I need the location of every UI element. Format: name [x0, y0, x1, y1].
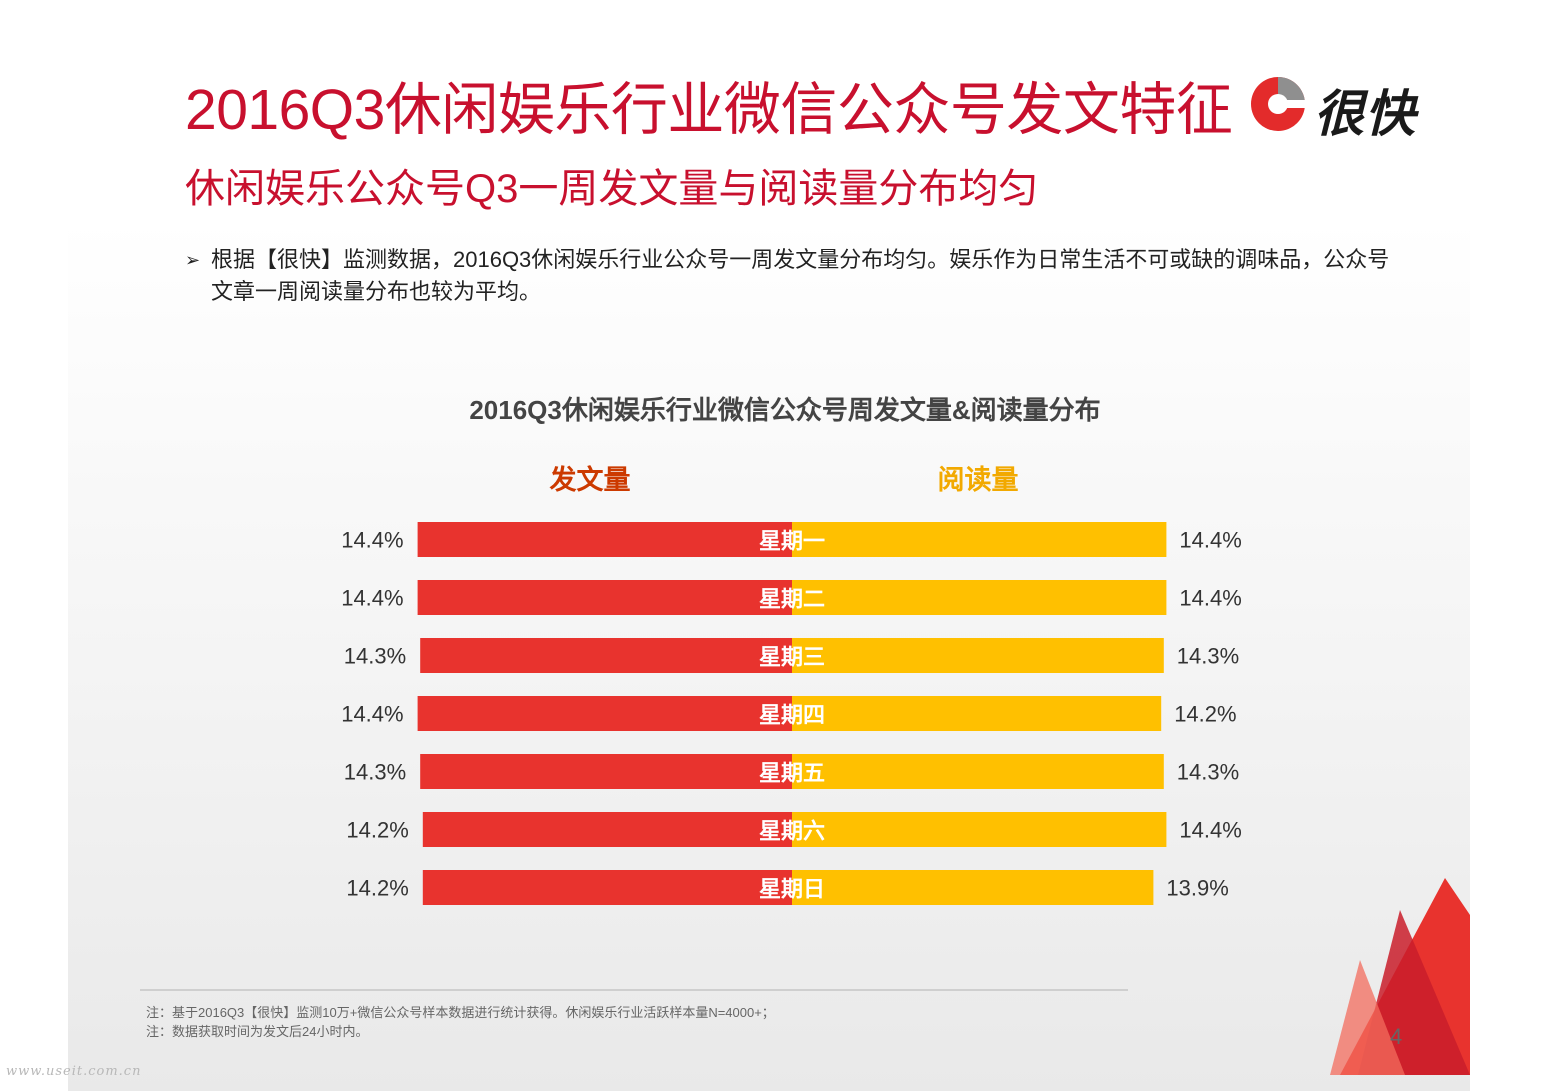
value-label-posts: 14.2%: [346, 876, 408, 901]
chart-title: 2016Q3休闲娱乐行业微信公众号周发文量&阅读量分布: [469, 395, 1101, 425]
bar-reads: [792, 580, 1167, 615]
bar-reads: [792, 870, 1154, 905]
value-label-posts: 14.3%: [344, 760, 406, 785]
bar-reads: [792, 638, 1164, 673]
page-subtitle: 休闲娱乐公众号Q3一周发文量与阅读量分布均匀: [185, 167, 1039, 211]
bar-reads: [792, 754, 1164, 789]
decorative-triangles: [1330, 878, 1470, 1075]
value-label-posts: 14.4%: [341, 528, 403, 553]
category-label: 星期日: [759, 878, 825, 903]
footnote-divider: [140, 989, 1128, 991]
footnote-2: 注：数据获取时间为发文后24小时内。: [146, 1024, 369, 1039]
legend-posts: 发文量: [549, 465, 631, 495]
category-label: 星期一: [759, 530, 825, 555]
bullet-point: ➢ 根据【很快】监测数据，2016Q3休闲娱乐行业公众号一周发文量分布均匀。娱乐…: [185, 244, 1405, 308]
value-label-reads: 14.4%: [1179, 586, 1241, 611]
value-label-reads: 14.3%: [1177, 644, 1239, 669]
bar-reads: [792, 812, 1167, 847]
category-label: 星期六: [759, 820, 825, 845]
category-label: 星期四: [759, 704, 825, 729]
bar-posts: [417, 696, 792, 731]
value-label-posts: 14.2%: [346, 818, 408, 843]
value-label-posts: 14.4%: [341, 586, 403, 611]
watermark: www.useit.com.cn: [6, 1064, 142, 1079]
bar-posts: [420, 638, 792, 673]
value-label-posts: 14.4%: [341, 702, 403, 727]
logo-text: 很快: [1314, 86, 1416, 142]
value-label-reads: 14.4%: [1179, 818, 1241, 843]
category-label: 星期五: [759, 762, 825, 787]
bar-posts: [422, 870, 792, 905]
value-label-reads: 13.9%: [1166, 876, 1228, 901]
page-number: 4: [1390, 1024, 1403, 1049]
logo-icon: [1251, 77, 1306, 131]
bar-reads: [792, 696, 1162, 731]
bullet-text: 根据【很快】监测数据，2016Q3休闲娱乐行业公众号一周发文量分布均匀。娱乐作为…: [211, 247, 1390, 304]
bar-posts: [417, 580, 792, 615]
value-label-reads: 14.2%: [1174, 702, 1236, 727]
category-label: 星期二: [759, 588, 825, 613]
bar-posts: [417, 522, 792, 557]
bar-reads: [792, 522, 1167, 557]
page-title: 2016Q3休闲娱乐行业微信公众号发文特征: [185, 78, 1233, 142]
footnotes: 注：基于2016Q3【很快】监测10万+微信公众号样本数据进行统计获得。休闲娱乐…: [146, 1003, 775, 1041]
value-label-posts: 14.3%: [344, 644, 406, 669]
value-label-reads: 14.4%: [1179, 528, 1241, 553]
category-label: 星期三: [759, 646, 825, 671]
bar-posts: [422, 812, 792, 847]
legend-reads: 阅读量: [937, 465, 1019, 495]
bar-posts: [420, 754, 792, 789]
bullet-arrow-icon: ➢: [185, 250, 201, 270]
value-label-reads: 14.3%: [1177, 760, 1239, 785]
logo: 很快: [1248, 74, 1438, 142]
footnote-1: 注：基于2016Q3【很快】监测10万+微信公众号样本数据进行统计获得。休闲娱乐…: [146, 1005, 775, 1020]
